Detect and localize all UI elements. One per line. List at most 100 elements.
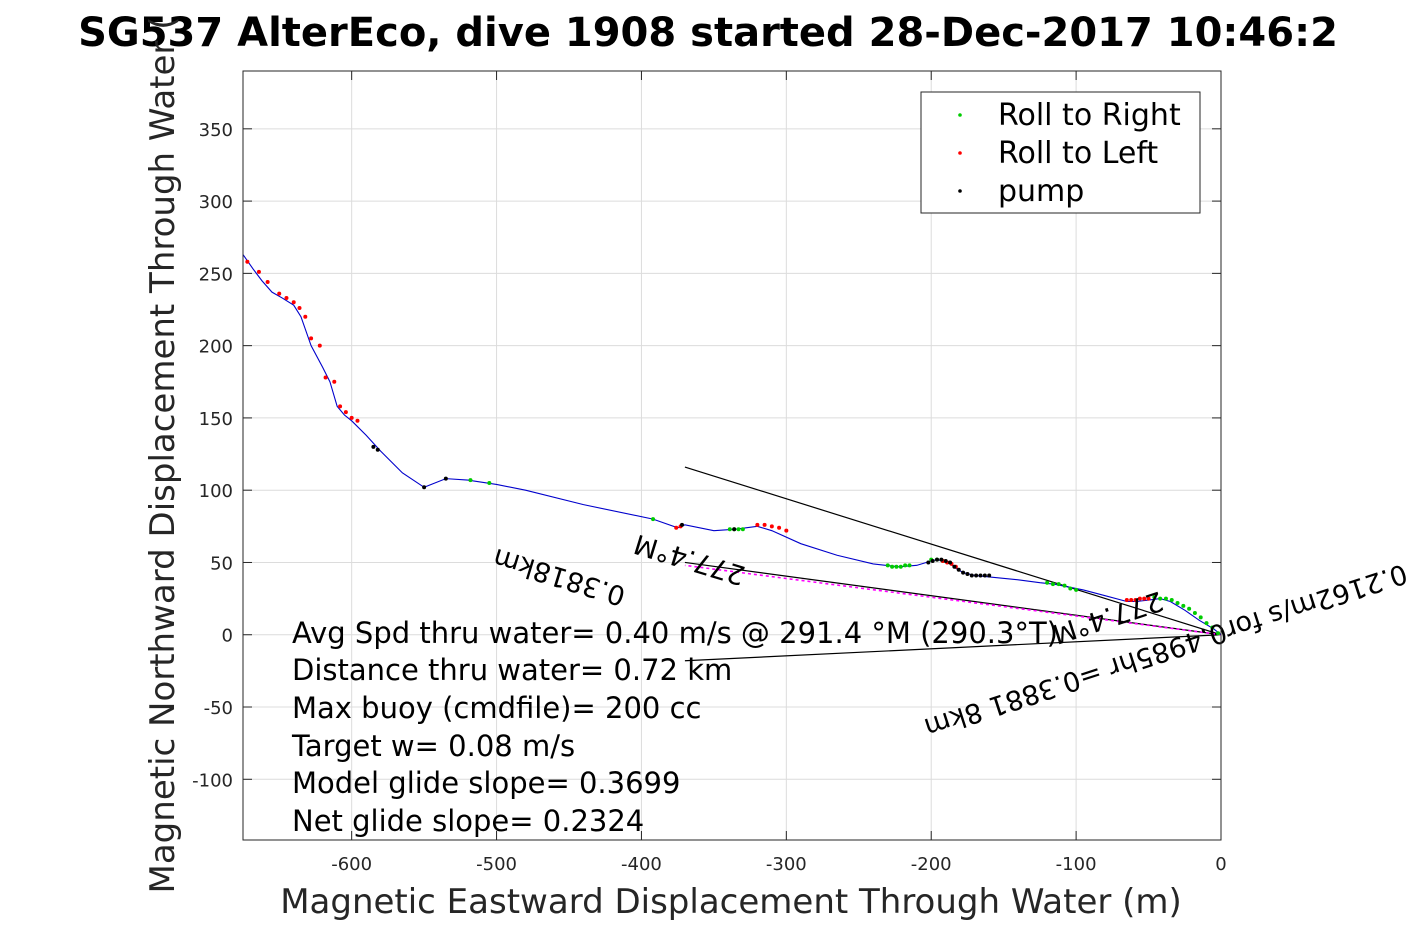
roll-left-point — [277, 291, 282, 296]
stat-avg-speed: Avg Spd thru water= 0.40 m/s @ 291.4 °M … — [292, 616, 1058, 650]
pump-point — [978, 573, 983, 578]
roll-right-point — [1181, 603, 1186, 608]
x-tick-label: -100 — [1056, 854, 1097, 875]
y-tick-label: 0 — [222, 626, 233, 647]
roll-left-point — [265, 280, 270, 285]
direction-line — [684, 466, 1221, 636]
y-axis-title: Magnetic Northward Displacement Through … — [143, 17, 183, 894]
pump-point — [965, 572, 970, 577]
legend-marker-roll-left — [958, 151, 962, 155]
pump-point — [680, 522, 685, 527]
pump-point — [961, 570, 966, 575]
y-tick-label: -100 — [192, 770, 233, 791]
roll-right-point — [890, 564, 895, 569]
roll-right-point — [727, 527, 732, 532]
roll-right-point — [885, 563, 890, 568]
x-axis-title: Magnetic Eastward Displacement Through W… — [280, 882, 1182, 922]
pump-point — [982, 573, 987, 578]
track-layer — [243, 254, 1221, 636]
roll-left-point — [674, 525, 679, 530]
roll-right-point — [1204, 621, 1209, 626]
roll-right-point — [907, 563, 912, 568]
roll-right-point — [1152, 595, 1157, 600]
y-tick-label: -50 — [204, 698, 233, 719]
roll-left-point — [784, 528, 789, 533]
roll-left-point — [323, 375, 328, 380]
roll-left-point — [349, 415, 354, 420]
roll-right-point — [468, 478, 473, 483]
y-tick-label: 150 — [199, 409, 233, 430]
legend-marker-pump — [958, 189, 962, 193]
pump-point — [939, 557, 944, 562]
track-series-line — [243, 254, 1221, 636]
roll-left-point — [338, 404, 343, 409]
pump-point — [987, 573, 992, 578]
roll-left-point — [1146, 596, 1151, 601]
y-tick-label: 300 — [199, 192, 233, 213]
roll-right-point — [1210, 625, 1215, 630]
roll-left-point — [1124, 598, 1129, 603]
roll-left-point — [343, 410, 348, 415]
legend-box — [920, 91, 1201, 214]
roll-left-point — [303, 314, 308, 319]
pump-point — [443, 476, 448, 481]
ticks — [243, 71, 1222, 840]
direction-line-dashed — [684, 564, 1221, 636]
plot-frame — [242, 70, 1222, 841]
roll-left-point — [777, 525, 782, 530]
legend-label-pump: pump — [998, 174, 1084, 209]
pump-point — [948, 560, 953, 565]
y-tick-label: 350 — [199, 120, 233, 141]
legend: Roll to Right Roll to Left pump — [920, 91, 1201, 214]
tick-labels: -600 -500 -400 -300 -200 -100 0-100-5005010015… — [192, 120, 1227, 875]
roll-right-point — [1163, 596, 1168, 601]
roll-left-point — [291, 300, 296, 305]
roll-left-point — [762, 522, 767, 527]
roll-left-point — [355, 418, 360, 423]
pump-point — [930, 559, 935, 564]
roll-right-point — [1074, 587, 1079, 592]
y-tick-label: 100 — [199, 481, 233, 502]
roll-right-point — [1062, 583, 1067, 588]
roll-right-point — [898, 564, 903, 569]
roll-right-point — [1192, 611, 1197, 616]
roll-left-point — [317, 343, 322, 348]
roll-right-point — [1068, 586, 1073, 591]
x-tick-label: -600 — [331, 854, 372, 875]
legend-label-roll-right: Roll to Right — [998, 98, 1181, 133]
legend-label-roll-left: Roll to Left — [998, 136, 1158, 171]
stat-target-w: Target w= 0.08 m/s — [291, 729, 575, 763]
roll-left-point — [1137, 596, 1142, 601]
plot-content — [243, 254, 1221, 662]
pump-point — [732, 527, 737, 532]
roll-left-point — [256, 269, 261, 274]
pump-point — [956, 567, 961, 572]
roll-right-point — [903, 563, 908, 568]
roll-left-point — [1142, 596, 1147, 601]
legend-marker-roll-right — [958, 113, 962, 117]
stat-max-buoy: Max buoy (cmdfile)= 200 cc — [292, 691, 701, 725]
stat-model-glide: Model glide slope= 0.3699 — [292, 766, 680, 800]
roll-right-point — [1198, 615, 1203, 620]
roll-right-point — [1216, 631, 1221, 636]
roll-right-point — [1056, 582, 1061, 587]
y-tick-label: 250 — [199, 264, 233, 285]
x-tick-label: -500 — [476, 854, 517, 875]
roll-left-point — [769, 524, 774, 529]
pump-point — [371, 444, 376, 449]
y-tick-label: 50 — [210, 553, 233, 574]
stat-net-glide: Net glide slope= 0.2324 — [292, 804, 644, 838]
direction-lines — [684, 466, 1221, 662]
pump-point — [375, 447, 380, 452]
x-tick-label: -300 — [766, 854, 807, 875]
pump-point — [969, 573, 974, 578]
roll-left-point — [297, 306, 302, 311]
x-tick-label: -400 — [621, 854, 662, 875]
roll-left-point — [332, 379, 337, 384]
direction-line — [684, 634, 1221, 662]
roll-right-point — [740, 527, 745, 532]
roll-right-point — [1169, 598, 1174, 603]
stats-block: Avg Spd thru water= 0.40 m/s @ 291.4 °M … — [291, 616, 1058, 838]
roll-left-point — [309, 336, 314, 341]
